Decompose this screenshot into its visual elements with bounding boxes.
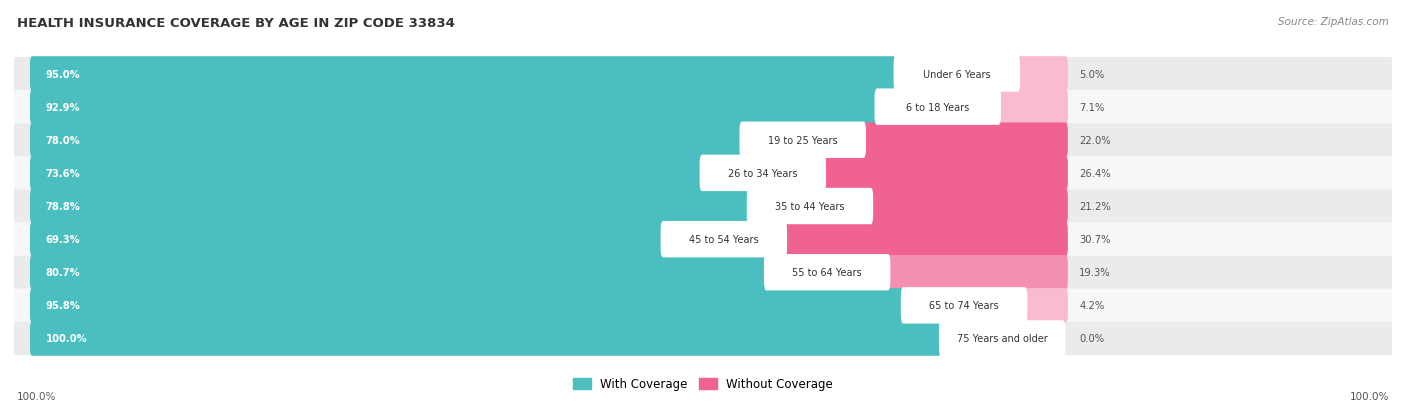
FancyBboxPatch shape <box>14 91 1392 124</box>
Text: 5.0%: 5.0% <box>1080 69 1105 79</box>
FancyBboxPatch shape <box>30 156 702 191</box>
Text: 65 to 74 Years: 65 to 74 Years <box>929 301 998 311</box>
FancyBboxPatch shape <box>939 320 1066 357</box>
Text: 4.2%: 4.2% <box>1080 301 1105 311</box>
FancyBboxPatch shape <box>875 89 1001 126</box>
Text: 6 to 18 Years: 6 to 18 Years <box>905 102 969 112</box>
Text: 75 Years and older: 75 Years and older <box>956 334 1047 344</box>
FancyBboxPatch shape <box>872 189 1067 224</box>
Text: 0.0%: 0.0% <box>1080 334 1104 344</box>
Text: 78.8%: 78.8% <box>46 202 80 211</box>
Text: 80.7%: 80.7% <box>46 268 80 278</box>
FancyBboxPatch shape <box>14 223 1392 256</box>
Text: 100.0%: 100.0% <box>1350 391 1389 401</box>
Text: 78.0%: 78.0% <box>46 135 80 145</box>
FancyBboxPatch shape <box>14 289 1392 322</box>
FancyBboxPatch shape <box>14 322 1392 355</box>
Text: 69.3%: 69.3% <box>46 235 80 244</box>
Text: 73.6%: 73.6% <box>46 169 80 178</box>
FancyBboxPatch shape <box>14 157 1392 190</box>
FancyBboxPatch shape <box>30 321 941 356</box>
FancyBboxPatch shape <box>740 122 866 159</box>
FancyBboxPatch shape <box>30 255 766 290</box>
FancyBboxPatch shape <box>824 156 1067 191</box>
Text: 45 to 54 Years: 45 to 54 Years <box>689 235 759 244</box>
FancyBboxPatch shape <box>30 90 876 125</box>
FancyBboxPatch shape <box>30 288 903 323</box>
Text: 100.0%: 100.0% <box>46 334 87 344</box>
Text: 19 to 25 Years: 19 to 25 Years <box>768 135 838 145</box>
FancyBboxPatch shape <box>14 124 1392 157</box>
Text: 19.3%: 19.3% <box>1080 268 1111 278</box>
FancyBboxPatch shape <box>30 222 662 257</box>
FancyBboxPatch shape <box>14 256 1392 289</box>
FancyBboxPatch shape <box>889 255 1067 290</box>
Text: 22.0%: 22.0% <box>1080 135 1111 145</box>
FancyBboxPatch shape <box>700 155 827 192</box>
Text: HEALTH INSURANCE COVERAGE BY AGE IN ZIP CODE 33834: HEALTH INSURANCE COVERAGE BY AGE IN ZIP … <box>17 17 454 29</box>
Text: 92.9%: 92.9% <box>46 102 80 112</box>
Text: 95.8%: 95.8% <box>46 301 80 311</box>
FancyBboxPatch shape <box>863 123 1067 158</box>
Legend: With Coverage, Without Coverage: With Coverage, Without Coverage <box>568 373 838 395</box>
Text: 100.0%: 100.0% <box>17 391 56 401</box>
Text: 35 to 44 Years: 35 to 44 Years <box>775 202 845 211</box>
FancyBboxPatch shape <box>1025 288 1067 323</box>
Text: 21.2%: 21.2% <box>1080 202 1111 211</box>
Text: 55 to 64 Years: 55 to 64 Years <box>793 268 862 278</box>
FancyBboxPatch shape <box>747 188 873 225</box>
Text: 7.1%: 7.1% <box>1080 102 1105 112</box>
Text: 26 to 34 Years: 26 to 34 Years <box>728 169 797 178</box>
Text: Source: ZipAtlas.com: Source: ZipAtlas.com <box>1278 17 1389 26</box>
FancyBboxPatch shape <box>14 58 1392 91</box>
FancyBboxPatch shape <box>785 222 1067 257</box>
FancyBboxPatch shape <box>661 221 787 258</box>
FancyBboxPatch shape <box>1018 57 1067 92</box>
FancyBboxPatch shape <box>1000 90 1067 125</box>
FancyBboxPatch shape <box>30 189 749 224</box>
FancyBboxPatch shape <box>894 56 1019 93</box>
Text: 26.4%: 26.4% <box>1080 169 1111 178</box>
Text: Under 6 Years: Under 6 Years <box>922 69 991 79</box>
FancyBboxPatch shape <box>763 254 890 291</box>
FancyBboxPatch shape <box>901 287 1028 324</box>
Text: 30.7%: 30.7% <box>1080 235 1111 244</box>
FancyBboxPatch shape <box>30 57 896 92</box>
Text: 95.0%: 95.0% <box>46 69 80 79</box>
FancyBboxPatch shape <box>30 123 741 158</box>
FancyBboxPatch shape <box>14 190 1392 223</box>
